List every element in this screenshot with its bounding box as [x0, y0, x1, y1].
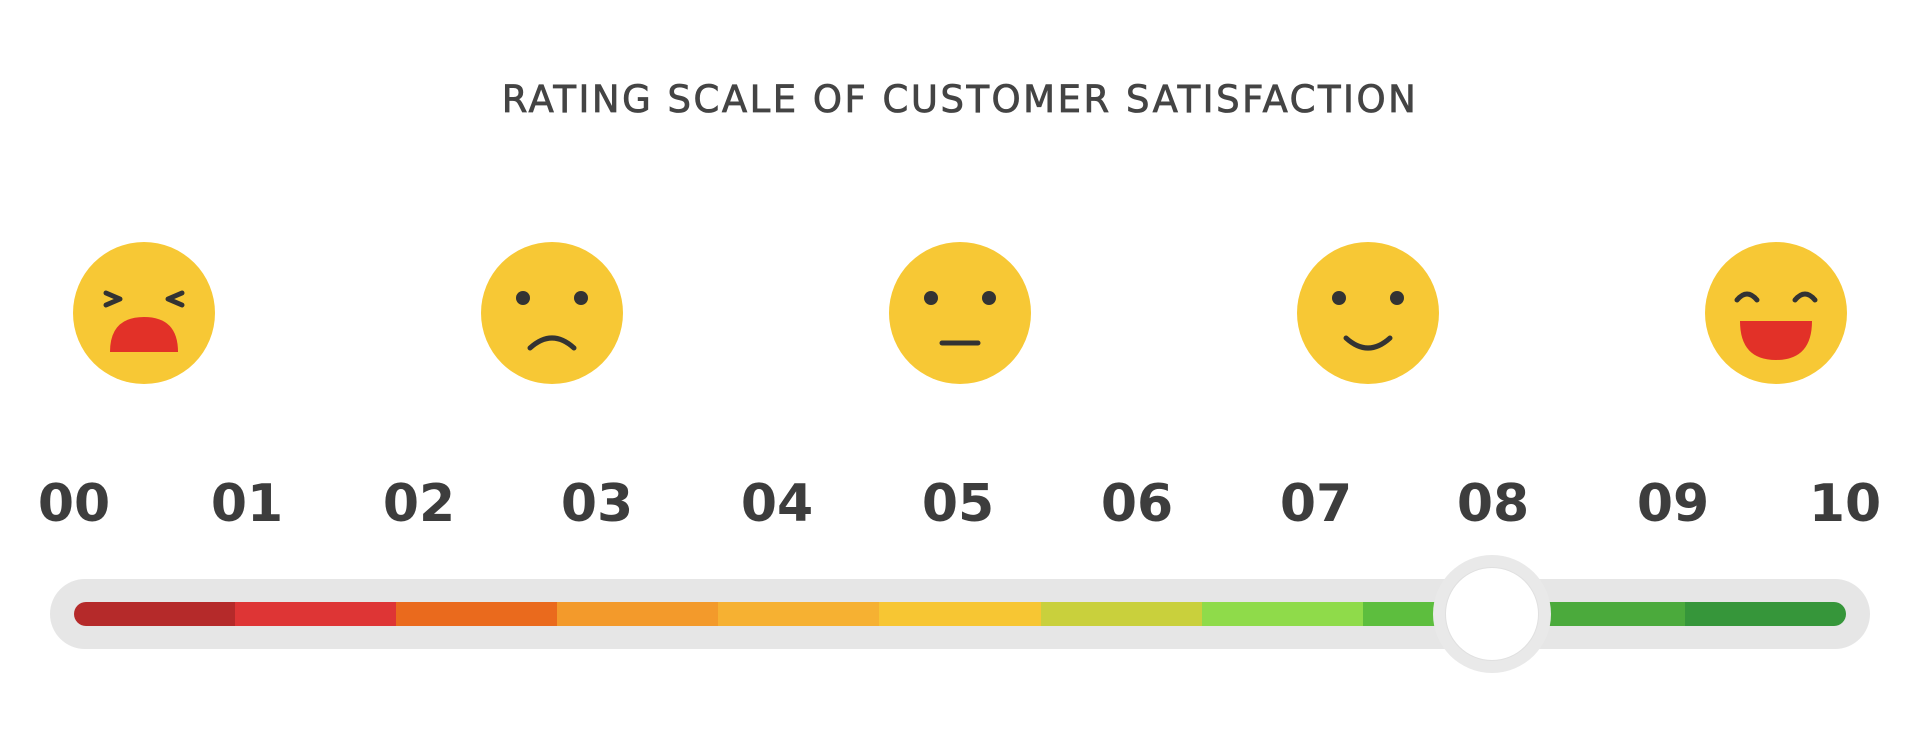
scale-label-05: 05 [921, 474, 995, 534]
scale-label-10: 10 [1808, 474, 1882, 534]
color-segment-7 [1201, 602, 1363, 626]
color-segment-5 [879, 602, 1041, 626]
scale-label-02: 02 [382, 474, 456, 534]
color-segment-3 [557, 602, 719, 626]
rating-color-bar[interactable] [74, 602, 1846, 626]
scale-label-08: 08 [1456, 474, 1530, 534]
neutral-face-icon [889, 242, 1031, 384]
color-segment-4 [718, 602, 880, 626]
color-segment-1 [235, 602, 397, 626]
color-segment-6 [1040, 602, 1202, 626]
color-segment-2 [396, 602, 558, 626]
color-segment-0 [74, 602, 236, 626]
sad-face-icon [481, 242, 623, 384]
scale-label-03: 03 [560, 474, 634, 534]
laughing-face-icon [1705, 242, 1847, 384]
angry-face-icon [73, 242, 215, 384]
color-segment-10 [1684, 602, 1846, 626]
page-title: RATING SCALE OF CUSTOMER SATISFACTION [501, 78, 1419, 122]
scale-label-07: 07 [1279, 474, 1353, 534]
scale-label-00: 00 [37, 474, 111, 534]
scale-label-06: 06 [1100, 474, 1174, 534]
slider-knob[interactable] [1446, 568, 1538, 660]
smile-face-icon [1297, 242, 1439, 384]
scale-label-09: 09 [1636, 474, 1710, 534]
scale-label-04: 04 [740, 474, 814, 534]
scale-label-01: 01 [210, 474, 284, 534]
